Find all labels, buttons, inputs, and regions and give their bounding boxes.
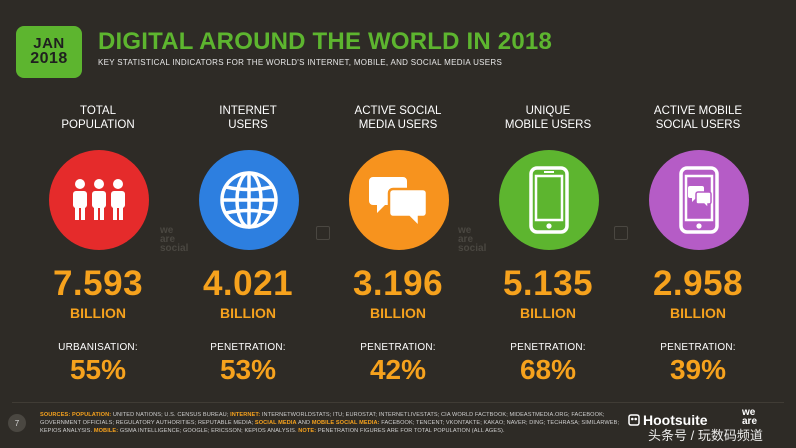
note-label: NOTE: <box>298 428 317 435</box>
page-title: DIGITAL AROUND THE WORLD IN 2018 <box>98 28 552 55</box>
internet-source-text: INTERNETWORLDSTATS; ITU; EUROSTAT; INTER… <box>40 412 605 427</box>
hootsuite-label: Hootsuite <box>643 412 708 428</box>
indicator-label-line2: POPULATION <box>61 119 135 131</box>
indicator-active-social-media-users: ACTIVE SOCIAL MEDIA USERS 3.196 BILLION … <box>323 0 473 400</box>
indicator-label-line2: USERS <box>228 119 268 131</box>
indicator-unit: BILLION <box>220 305 276 321</box>
indicator-stat-value: 53% <box>219 354 277 385</box>
indicator-stat-label: PENETRATION: <box>210 342 286 353</box>
we-are-social-watermark: we are social <box>160 225 189 254</box>
indicator-label-line1: ACTIVE SOCIAL <box>354 105 442 117</box>
indicator-stat-label: PENETRATION: <box>360 342 436 353</box>
social-source-text: FACEBOOK; TENCENT; VKONTAKTE; KAKAO; NAV… <box>40 420 620 435</box>
sources-label: SOURCES: <box>40 412 71 418</box>
indicator-value: 2.958 <box>652 264 744 303</box>
mobile-source-label: MOBILE: <box>93 428 119 435</box>
note-text: PENETRATION FIGURES ARE FOR TOTAL POPULA… <box>317 428 505 435</box>
indicator-active-mobile-social-users: ACTIVE MOBILE SOCIAL USERS 2.958 BILLION… <box>623 0 773 400</box>
hootsuite-logo: Hootsuite <box>628 412 708 428</box>
we-are-social-logo: we are <box>742 407 758 427</box>
indicator-unit: BILLION <box>520 305 576 321</box>
watermark-line2: are <box>160 234 176 245</box>
social-source-label: SOCIAL MEDIA <box>254 420 297 427</box>
indicator-columns: TOTAL POPULATION 7.593 BILLION URBAN <box>23 0 773 400</box>
population-source-text: UNITED NATIONS; U.S. CENSUS BUREAU; <box>112 412 229 418</box>
we-are-social-watermark: we are social <box>458 225 487 254</box>
brand-was-line1: we <box>742 407 756 418</box>
badge-year: 2018 <box>30 50 68 68</box>
indicator-value: 5.135 <box>502 264 594 303</box>
indicator-value: 7.593 <box>52 264 144 303</box>
indicator-value: 4.021 <box>202 264 294 303</box>
indicator-stat-label: URBANISATION: <box>58 342 138 353</box>
indicator-label-line1: ACTIVE MOBILE <box>653 105 743 117</box>
badge-month: JAN <box>33 34 65 52</box>
watermark-line3: social <box>458 243 487 254</box>
chat-bubbles-icon <box>349 150 449 250</box>
indicator-value: 3.196 <box>352 264 444 303</box>
owl-watermark-icon <box>614 226 628 240</box>
indicator-unit: BILLION <box>670 305 726 321</box>
date-badge: JAN 2018 <box>16 26 82 78</box>
people-icon <box>49 150 149 250</box>
smartphone-icon <box>499 150 599 250</box>
indicator-stat-label: PENETRATION: <box>510 342 586 353</box>
indicator-stat-value: 39% <box>669 354 727 385</box>
footer-divider <box>12 402 784 403</box>
indicator-stat-value: 42% <box>369 354 427 385</box>
indicator-stat-value: 68% <box>519 354 577 385</box>
mobile-source-text: GSMA INTELLIGENCE; GOOGLE; ERICSSON; KEP… <box>119 428 297 435</box>
overlay-watermark-text: 头条号 / 玩数码频道 <box>648 428 763 443</box>
page-number: 7 <box>8 414 26 432</box>
indicator-total-population: TOTAL POPULATION 7.593 BILLION URBAN <box>23 0 173 400</box>
internet-source-label: INTERNET: <box>230 412 261 418</box>
brand-was-line2: are <box>742 416 758 427</box>
indicator-label-line2: MOBILE USERS <box>504 119 592 131</box>
indicator-label: INTERNET USERS <box>173 104 323 132</box>
globe-icon <box>199 150 299 250</box>
and-text: AND <box>298 420 311 427</box>
indicator-label: TOTAL POPULATION <box>23 104 173 132</box>
watermark-line1: we <box>458 225 472 236</box>
indicator-unit: BILLION <box>370 305 426 321</box>
indicator-label-line1: TOTAL <box>80 105 116 117</box>
owl-watermark-icon <box>316 226 330 240</box>
indicator-label-line2: MEDIA USERS <box>358 119 438 131</box>
indicator-unique-mobile-users: UNIQUE MOBILE USERS 5.135 BILLION PENETR… <box>473 0 623 400</box>
indicator-label: ACTIVE MOBILE SOCIAL USERS <box>623 104 773 132</box>
indicator-unit: BILLION <box>70 305 126 321</box>
indicator-label-line1: UNIQUE <box>525 105 571 117</box>
watermark-line1: we <box>160 225 174 236</box>
owl-icon <box>628 414 640 426</box>
indicator-stat-label: PENETRATION: <box>660 342 736 353</box>
sources-text: SOURCES: POPULATION: UNITED NATIONS; U.S… <box>40 411 620 436</box>
indicator-label: ACTIVE SOCIAL MEDIA USERS <box>323 104 473 132</box>
indicator-label-line2: SOCIAL USERS <box>655 119 741 131</box>
indicator-stat-value: 55% <box>69 354 127 385</box>
population-source-label: POPULATION: <box>71 412 112 418</box>
indicator-label-line1: INTERNET <box>219 105 277 117</box>
mobile-chat-icon <box>649 150 749 250</box>
watermark-line2: are <box>458 234 474 245</box>
page-subtitle: KEY STATISTICAL INDICATORS FOR THE WORLD… <box>98 58 503 67</box>
mobile-social-source-label: MOBILE SOCIAL MEDIA: <box>311 420 380 427</box>
indicator-label: UNIQUE MOBILE USERS <box>473 104 623 132</box>
watermark-line3: social <box>160 243 189 254</box>
indicator-internet-users: INTERNET USERS 4.021 BILLION PENETRATION… <box>173 0 323 400</box>
